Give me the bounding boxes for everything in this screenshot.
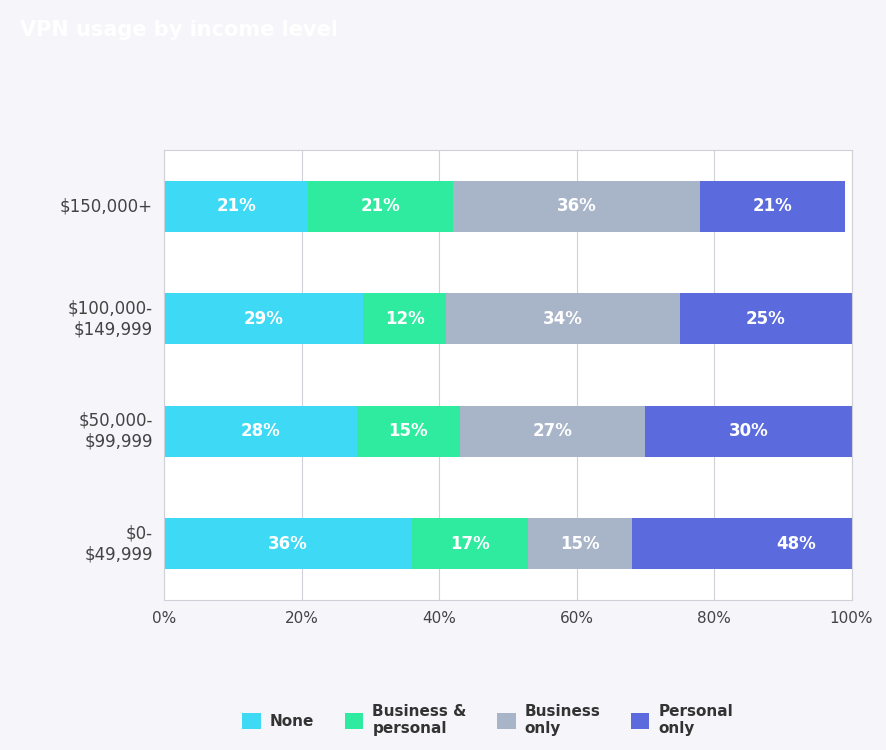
Text: 15%: 15% xyxy=(560,535,599,553)
Bar xyxy=(164,518,411,569)
Text: 28%: 28% xyxy=(240,422,280,440)
Bar xyxy=(679,293,851,344)
Text: 27%: 27% xyxy=(532,422,571,440)
Bar xyxy=(363,293,446,344)
Bar xyxy=(631,518,886,569)
Bar xyxy=(308,181,453,232)
Legend: None, Business &
personal, Business
only, Personal
only: None, Business & personal, Business only… xyxy=(236,698,739,742)
Text: 17%: 17% xyxy=(449,535,489,553)
Text: 21%: 21% xyxy=(216,197,256,215)
Bar xyxy=(164,181,308,232)
Text: 21%: 21% xyxy=(361,197,400,215)
Text: 15%: 15% xyxy=(388,422,427,440)
Bar xyxy=(645,406,851,457)
Bar xyxy=(411,518,528,569)
Bar xyxy=(459,406,645,457)
Text: 12%: 12% xyxy=(385,310,424,328)
Text: 30%: 30% xyxy=(727,422,767,440)
Bar xyxy=(164,406,356,457)
Bar xyxy=(164,293,363,344)
Bar xyxy=(528,518,631,569)
Bar xyxy=(453,181,700,232)
Text: 36%: 36% xyxy=(556,197,595,215)
Text: 21%: 21% xyxy=(751,197,791,215)
Text: 36%: 36% xyxy=(268,535,307,553)
Bar xyxy=(446,293,679,344)
Text: VPN usage by income level: VPN usage by income level xyxy=(19,20,338,40)
Text: 34%: 34% xyxy=(542,310,582,328)
Bar xyxy=(356,406,459,457)
Text: 29%: 29% xyxy=(244,310,284,328)
Bar xyxy=(700,181,843,232)
Text: 48%: 48% xyxy=(776,535,815,553)
Text: 25%: 25% xyxy=(745,310,785,328)
